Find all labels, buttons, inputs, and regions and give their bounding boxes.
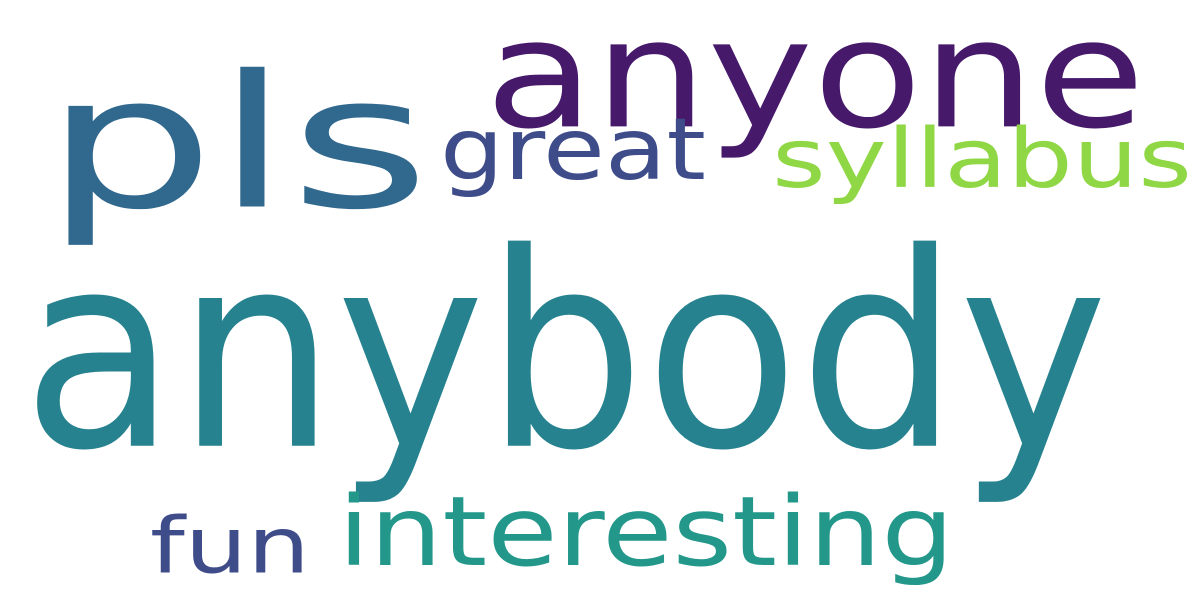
word-great: great (440, 99, 706, 200)
word-fun: fun (150, 500, 310, 591)
word-pls: pls (44, 36, 430, 251)
word-interesting: interesting (338, 476, 954, 588)
word-anyone: anyone (485, 0, 1145, 162)
word-anybody: anybody (22, 195, 1108, 510)
word-syllabus: syllabus (772, 111, 1192, 207)
